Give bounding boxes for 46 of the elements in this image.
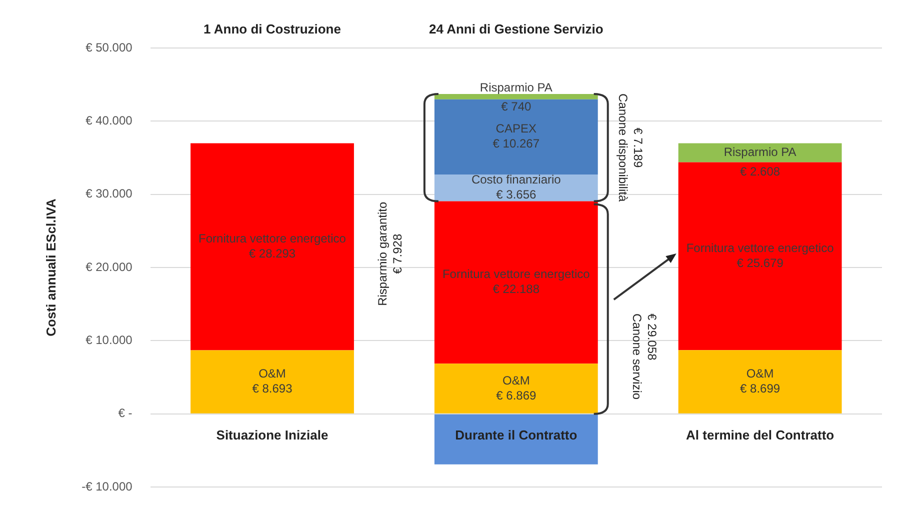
x-tick-label: Situazione Iniziale bbox=[216, 427, 328, 442]
data-label: € 740 bbox=[501, 100, 532, 114]
data-label: € 25.679 bbox=[736, 256, 784, 270]
series-label: Costo finanziario bbox=[471, 172, 562, 187]
bar bbox=[434, 414, 598, 464]
y-tick-label: € 50.000 bbox=[86, 40, 133, 54]
y-tick-label: -€ 10.000 bbox=[82, 479, 133, 494]
series-label: O&M bbox=[502, 373, 530, 388]
text: O&M bbox=[258, 366, 286, 381]
text: 1 Anno di Costruzione bbox=[204, 22, 341, 37]
bar bbox=[678, 162, 842, 350]
bar bbox=[434, 201, 598, 364]
data-label: € 10.267 bbox=[492, 136, 540, 151]
data-label: € 2.608 bbox=[740, 164, 780, 179]
x-tick-label: Al termine del Contratto bbox=[686, 427, 834, 442]
data-label: € 22.188 bbox=[492, 282, 540, 296]
y-tick-label: € 20.000 bbox=[86, 260, 133, 274]
y-axis-title: Costi annuali EScl.IVA bbox=[43, 198, 58, 336]
series-label: Risparmio PA bbox=[480, 80, 552, 94]
y-tick-label: € 30.000 bbox=[86, 186, 133, 201]
annotation: Risparmio garantito € 7.928 bbox=[375, 202, 404, 306]
x-tick-label: Durante il Contratto bbox=[455, 427, 578, 442]
bar bbox=[434, 364, 598, 414]
bar bbox=[434, 94, 598, 100]
bar bbox=[678, 350, 842, 414]
data-label: € 8.693 bbox=[252, 382, 293, 396]
text: Risparmio PA bbox=[724, 145, 796, 160]
text: 24 Anni di Gestione Servizio bbox=[428, 22, 604, 37]
bar bbox=[678, 143, 842, 162]
bar bbox=[434, 99, 598, 174]
bar bbox=[190, 350, 354, 414]
annotation: Canone servizio € 29.058 bbox=[630, 314, 660, 400]
data-label: € 8.699 bbox=[740, 382, 780, 396]
text: Fornitura vettore energetico bbox=[442, 267, 590, 282]
data-label: € 6.869 bbox=[496, 388, 536, 402]
annotation: Canone disponibilità € 7.189 bbox=[616, 94, 646, 202]
y-tick-label: € - bbox=[118, 406, 132, 420]
bar bbox=[190, 143, 354, 350]
data-label: € 3.656 bbox=[496, 188, 536, 202]
text: O&M bbox=[746, 366, 774, 381]
data-label: € 28.293 bbox=[248, 246, 296, 261]
series-label: CAPEX bbox=[496, 122, 536, 136]
y-tick-label: € 40.000 bbox=[86, 113, 133, 128]
series-label: Fornitura vettore energetico bbox=[198, 232, 346, 246]
text: Fornitura vettore energetico bbox=[686, 241, 834, 256]
y-tick-label: € 10.000 bbox=[86, 332, 133, 347]
